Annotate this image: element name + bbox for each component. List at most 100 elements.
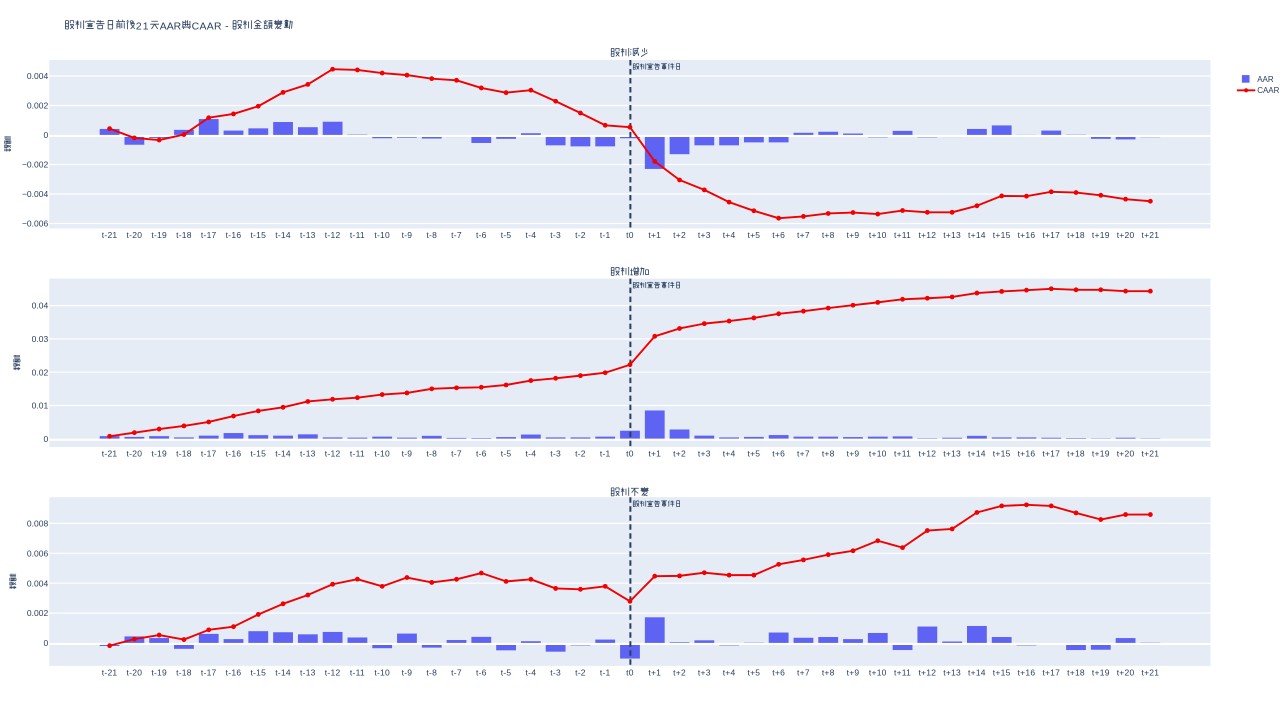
svg-text:t-9: t-9 xyxy=(402,449,413,459)
svg-text:t+3: t+3 xyxy=(698,449,711,459)
svg-text:t-12: t-12 xyxy=(325,230,341,240)
svg-text:t-17: t-17 xyxy=(201,230,217,240)
svg-text:t-9: t-9 xyxy=(402,668,413,678)
svg-text:t-7: t-7 xyxy=(451,668,462,678)
svg-text:t-7: t-7 xyxy=(451,449,462,459)
svg-text:t-19: t-19 xyxy=(151,230,167,240)
svg-text:t+7: t+7 xyxy=(797,449,810,459)
svg-text:t-11: t-11 xyxy=(350,668,365,678)
svg-text:t-21: t-21 xyxy=(102,230,118,240)
svg-text:t-8: t-8 xyxy=(426,449,437,459)
svg-text:t+10: t+10 xyxy=(869,668,887,678)
svg-text:0: 0 xyxy=(43,130,48,140)
svg-text:t-1: t-1 xyxy=(600,668,611,678)
svg-text:t+8: t+8 xyxy=(822,668,835,678)
svg-text:t+15: t+15 xyxy=(993,449,1011,459)
svg-text:t+13: t+13 xyxy=(943,449,961,459)
svg-text:t+21: t+21 xyxy=(1141,449,1159,459)
svg-text:t+19: t+19 xyxy=(1092,449,1110,459)
svg-text:t+9: t+9 xyxy=(847,230,860,240)
svg-text:t+6: t+6 xyxy=(772,449,785,459)
svg-text:t+17: t+17 xyxy=(1042,449,1060,459)
svg-text:0: 0 xyxy=(43,434,48,444)
svg-text:0.02: 0.02 xyxy=(32,367,49,377)
svg-text:t+17: t+17 xyxy=(1042,668,1060,678)
svg-text:t-6: t-6 xyxy=(476,449,487,459)
svg-text:t-2: t-2 xyxy=(575,668,586,678)
svg-text:t+4: t+4 xyxy=(723,449,736,459)
svg-text:t-9: t-9 xyxy=(402,230,413,240)
svg-text:t-3: t-3 xyxy=(550,230,561,240)
svg-text:t-18: t-18 xyxy=(176,449,192,459)
svg-text:0.04: 0.04 xyxy=(32,301,49,311)
svg-text:t-1: t-1 xyxy=(600,230,611,240)
svg-text:t+5: t+5 xyxy=(747,449,760,459)
svg-text:t-17: t-17 xyxy=(201,449,217,459)
svg-text:t+7: t+7 xyxy=(797,230,810,240)
svg-text:t+20: t+20 xyxy=(1117,449,1135,459)
svg-text:t+4: t+4 xyxy=(723,668,736,678)
svg-text:t+8: t+8 xyxy=(822,230,835,240)
svg-text:t+11: t+11 xyxy=(894,230,911,240)
svg-text:t+20: t+20 xyxy=(1117,230,1135,240)
svg-text:t+21: t+21 xyxy=(1141,668,1159,678)
svg-text:0.004: 0.004 xyxy=(27,71,49,81)
svg-text:t0: t0 xyxy=(626,230,634,240)
svg-text:t+1: t+1 xyxy=(648,668,661,678)
svg-text:t+20: t+20 xyxy=(1117,668,1135,678)
svg-text:t-21: t-21 xyxy=(102,668,118,678)
svg-text:t-17: t-17 xyxy=(201,668,217,678)
svg-text:t-3: t-3 xyxy=(550,668,561,678)
svg-text:t+11: t+11 xyxy=(894,668,911,678)
svg-text:t+16: t+16 xyxy=(1018,449,1036,459)
svg-text:t+1: t+1 xyxy=(648,230,661,240)
svg-text:t-14: t-14 xyxy=(275,230,291,240)
svg-text:t+6: t+6 xyxy=(772,230,785,240)
svg-text:t+14: t+14 xyxy=(968,668,986,678)
svg-text:t0: t0 xyxy=(626,449,634,459)
svg-text:t-13: t-13 xyxy=(300,668,316,678)
svg-text:t-5: t-5 xyxy=(501,230,512,240)
svg-text:t+5: t+5 xyxy=(747,668,760,678)
svg-text:t+18: t+18 xyxy=(1067,230,1085,240)
svg-text:AAR: AAR xyxy=(160,22,182,33)
svg-text:t-20: t-20 xyxy=(127,668,143,678)
svg-text:t-11: t-11 xyxy=(350,230,365,240)
svg-text:t-15: t-15 xyxy=(250,449,266,459)
svg-text:t+8: t+8 xyxy=(822,449,835,459)
svg-text:t+12: t+12 xyxy=(918,449,936,459)
svg-text:0.006: 0.006 xyxy=(27,548,49,558)
svg-text:0: 0 xyxy=(43,638,48,648)
svg-text:t-6: t-6 xyxy=(476,230,487,240)
svg-text:t+16: t+16 xyxy=(1018,230,1036,240)
svg-text:t+18: t+18 xyxy=(1067,668,1085,678)
svg-text:−0.004: −0.004 xyxy=(22,189,49,199)
svg-text:t+21: t+21 xyxy=(1141,230,1159,240)
svg-text:t-13: t-13 xyxy=(300,230,316,240)
svg-text:−0.002: −0.002 xyxy=(22,160,49,170)
svg-text:t+2: t+2 xyxy=(673,668,686,678)
svg-text:t+3: t+3 xyxy=(698,230,711,240)
svg-text:0.002: 0.002 xyxy=(27,101,49,111)
svg-text:CAAR -: CAAR - xyxy=(192,22,229,33)
svg-text:t+15: t+15 xyxy=(993,668,1011,678)
svg-text:t-4: t-4 xyxy=(526,449,537,459)
svg-text:t-10: t-10 xyxy=(374,668,390,678)
svg-text:t-4: t-4 xyxy=(526,668,537,678)
svg-text:t+1: t+1 xyxy=(648,449,661,459)
svg-text:t-4: t-4 xyxy=(526,230,537,240)
svg-text:t-8: t-8 xyxy=(426,668,437,678)
svg-text:t+14: t+14 xyxy=(968,230,986,240)
svg-text:t+19: t+19 xyxy=(1092,230,1110,240)
svg-text:t-10: t-10 xyxy=(374,449,390,459)
svg-text:t-2: t-2 xyxy=(575,230,586,240)
svg-text:CAAR: CAAR xyxy=(1257,86,1279,95)
svg-text:t+19: t+19 xyxy=(1092,668,1110,678)
svg-text:21: 21 xyxy=(136,22,150,33)
svg-text:t-19: t-19 xyxy=(151,449,167,459)
svg-text:t+5: t+5 xyxy=(747,230,760,240)
svg-text:t-14: t-14 xyxy=(275,449,291,459)
svg-text:t+2: t+2 xyxy=(673,230,686,240)
svg-text:t-16: t-16 xyxy=(226,230,242,240)
svg-text:t+14: t+14 xyxy=(968,449,986,459)
